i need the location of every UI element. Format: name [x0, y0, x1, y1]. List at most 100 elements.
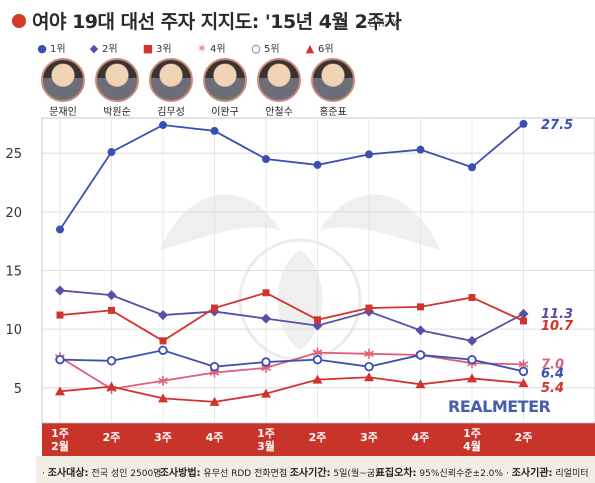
series-5	[55, 345, 529, 377]
series-6	[55, 372, 529, 406]
legend-label-5: 5위	[264, 44, 280, 55]
x-tick-label: 3주	[154, 431, 172, 444]
x-tick-label: 4주	[412, 431, 430, 444]
x-tick-label: 2주	[103, 431, 121, 444]
asterisk-stroke	[158, 377, 168, 384]
candidate-6: 홍준표	[306, 58, 360, 118]
footer-target: · 조사대상: 전국 성인 2500명	[42, 468, 162, 479]
footer-method-label: 조사방법:	[159, 468, 201, 479]
data-point	[106, 381, 117, 391]
y-tick-label: 25	[5, 147, 22, 162]
x-tick-label: 1주	[51, 427, 69, 440]
end-labels: 27.5 11.310.7 7.06.45.4	[541, 118, 574, 396]
asterisk-stroke	[312, 349, 323, 356]
title-row: 여야 19대 대선 주자 지지도: '15년 4월 2주차 단위: %	[0, 0, 595, 38]
x-tick-label: 4주	[206, 431, 224, 444]
survey-footer: · 조사대상: 전국 성인 2500명 · 조사방법: 유무선 RDD 전화면접…	[36, 456, 595, 483]
footer-period-label: 조사기간:	[289, 468, 331, 479]
footer-target-value: 전국 성인 2500명	[91, 469, 162, 479]
series-line-1	[59, 123, 525, 230]
data-point	[365, 304, 373, 312]
data-point	[314, 316, 321, 324]
legend-item-6: ▲ 6위	[304, 40, 334, 55]
data-point	[159, 121, 167, 130]
end-value-label: 11.3	[541, 307, 573, 322]
x-tick-label: 4월	[463, 439, 481, 453]
x-tick-label: 3주	[360, 431, 378, 444]
data-point	[364, 361, 374, 372]
data-point	[106, 290, 117, 301]
data-point	[261, 357, 271, 367]
x-tick-label: 1주	[463, 427, 481, 440]
series-line-2	[59, 289, 524, 342]
realmeter-logo: REALMETER	[448, 397, 551, 416]
y-tick-label: 15	[5, 265, 22, 280]
candidate-4: 이완구	[198, 58, 252, 118]
legend-item-1: ● 1위	[36, 40, 66, 55]
footer-error-label: 표집오차:	[375, 468, 417, 479]
data-point	[108, 306, 115, 314]
data-point	[467, 354, 477, 365]
legend-marker-3: ■	[142, 42, 154, 55]
data-point	[158, 310, 168, 321]
candidate-name: 김무성	[157, 107, 185, 118]
data-point	[158, 393, 168, 403]
legend-item-4: ✳ 4위	[196, 40, 225, 55]
series-group	[55, 119, 529, 406]
candidate-name: 홍준표	[319, 107, 347, 118]
candidate-3: 김무성	[144, 58, 198, 118]
x-tick-label: 3월	[257, 439, 275, 453]
data-point	[210, 126, 219, 135]
portrait-avatar	[257, 58, 301, 102]
legend-marker-2: ◆	[89, 42, 99, 55]
data-point	[55, 386, 65, 396]
series-line-3	[59, 291, 524, 342]
x-tick-label: 2월	[51, 439, 69, 453]
legend-marker-5: ○	[251, 42, 261, 55]
legend: ● 1위 ◆ 2위 ■ 3위 ✳ 4위 ○ 5위 ▲ 6위	[14, 40, 354, 56]
data-point	[519, 119, 528, 128]
data-point	[56, 311, 64, 319]
footer-org: · 조사기관: 리얼미터	[506, 468, 589, 479]
data-point	[518, 366, 529, 377]
data-point	[518, 378, 529, 388]
data-point	[416, 145, 425, 154]
asterisk-stroke	[364, 350, 374, 357]
legend-label-3: 3위	[156, 44, 172, 55]
data-point	[468, 163, 476, 172]
portrait-avatar	[149, 58, 193, 102]
title-bullet-icon	[12, 14, 26, 28]
portrait-avatar	[203, 58, 247, 102]
data-point	[365, 150, 373, 159]
end-value-label: 27.5	[541, 118, 573, 133]
legend-label-1: 1위	[50, 44, 66, 55]
data-point	[261, 313, 271, 324]
data-point	[364, 348, 374, 359]
data-point	[56, 225, 64, 234]
phoenix-emblem-watermark	[160, 194, 440, 362]
candidate-name: 이완구	[211, 107, 239, 118]
legend-item-5: ○ 5위	[250, 40, 280, 55]
portrait-avatar	[41, 58, 85, 102]
data-point	[468, 293, 476, 301]
unit-label: 단위: %	[368, 19, 400, 29]
candidate-1: 문재인	[36, 58, 90, 118]
legend-label-6: 6위	[318, 44, 334, 55]
portrait-avatar	[311, 58, 355, 102]
data-point	[158, 345, 168, 355]
data-point	[520, 317, 527, 325]
footer-method-value: 유무선 RDD 전화면접	[203, 469, 288, 479]
end-value-label: 6.4	[541, 366, 564, 381]
data-point	[262, 289, 270, 297]
legend-item-2: ◆ 2위	[88, 40, 118, 55]
series-1	[56, 119, 528, 234]
data-point	[55, 354, 65, 365]
chart-title: 여야 19대 대선 주자 지지도: '15년 4월 2주차	[32, 11, 402, 33]
candidate-2: 박원순	[90, 58, 144, 118]
candidate-name: 안철수	[265, 107, 293, 118]
data-point	[364, 372, 374, 382]
candidate-portraits: 문재인 박원순 김무성 이완구 안철수 홍준표	[0, 58, 355, 118]
y-axis-ticks: 5 10 15 20 25	[5, 147, 22, 397]
data-point	[262, 155, 270, 164]
